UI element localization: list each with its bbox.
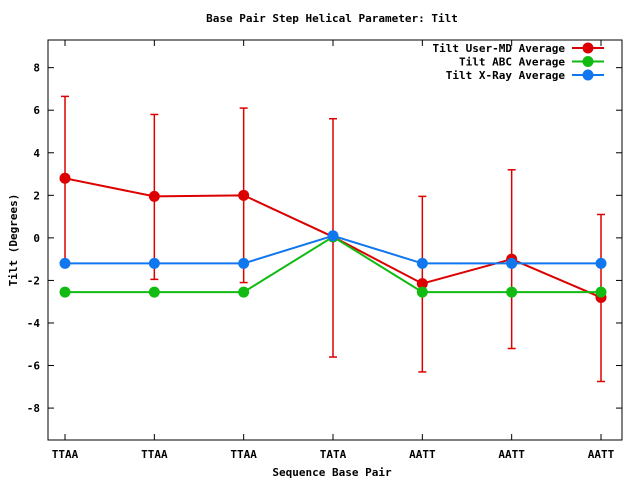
data-point [238, 189, 250, 201]
x-tick-label: AATT [498, 448, 525, 461]
data-point [59, 286, 71, 298]
data-point [148, 286, 160, 298]
data-point [506, 257, 518, 269]
legend-label: Tilt ABC Average [459, 56, 565, 69]
y-tick-label: -8 [27, 402, 40, 415]
data-point [595, 257, 607, 269]
data-point [59, 172, 71, 184]
legend-marker [582, 42, 594, 54]
x-tick-label: AATT [409, 448, 436, 461]
legend-marker [582, 69, 594, 81]
data-point [148, 257, 160, 269]
data-point [238, 257, 250, 269]
data-point [238, 286, 250, 298]
y-tick-label: 8 [33, 62, 40, 75]
x-axis-label: Sequence Base Pair [272, 466, 392, 479]
y-tick-label: 6 [33, 104, 40, 117]
y-tick-label: 0 [33, 232, 40, 245]
data-point [416, 257, 428, 269]
legend-label: Tilt User-MD Average [433, 42, 566, 55]
data-point [59, 257, 71, 269]
series-2 [59, 230, 607, 269]
data-point [506, 286, 518, 298]
data-point [148, 190, 160, 202]
chart-title: Base Pair Step Helical Parameter: Tilt [206, 12, 458, 25]
y-tick-label: -2 [27, 274, 40, 287]
y-tick-label: -4 [27, 317, 41, 330]
x-tick-label: AATT [588, 448, 615, 461]
data-point [595, 286, 607, 298]
x-tick-label: TTAA [141, 448, 168, 461]
data-point [327, 230, 339, 242]
x-tick-label: TTAA [230, 448, 257, 461]
y-tick-label: 2 [33, 189, 40, 202]
plot-frame [47, 39, 623, 441]
data-point [416, 286, 428, 298]
y-tick-label: -6 [27, 360, 41, 373]
x-tick-label: TATA [320, 448, 347, 461]
legend-label: Tilt X-Ray Average [446, 69, 566, 82]
y-axis-label: Tilt (Degrees) [7, 194, 20, 287]
legend-marker [582, 56, 594, 67]
y-tick-label: 4 [33, 147, 40, 160]
data-point [416, 278, 428, 290]
x-tick-label: TTAA [52, 448, 79, 461]
